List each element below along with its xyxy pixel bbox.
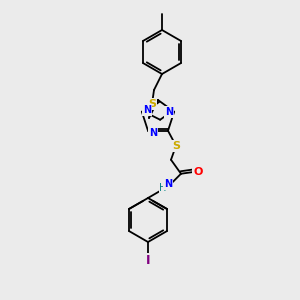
Text: N: N: [164, 179, 172, 189]
Text: I: I: [146, 254, 150, 266]
Text: S: S: [172, 141, 180, 151]
Text: O: O: [193, 167, 203, 177]
Text: N: N: [143, 105, 151, 115]
Text: H: H: [159, 183, 167, 193]
Text: S: S: [148, 99, 156, 109]
Text: N: N: [165, 107, 173, 117]
Text: N: N: [149, 128, 157, 138]
